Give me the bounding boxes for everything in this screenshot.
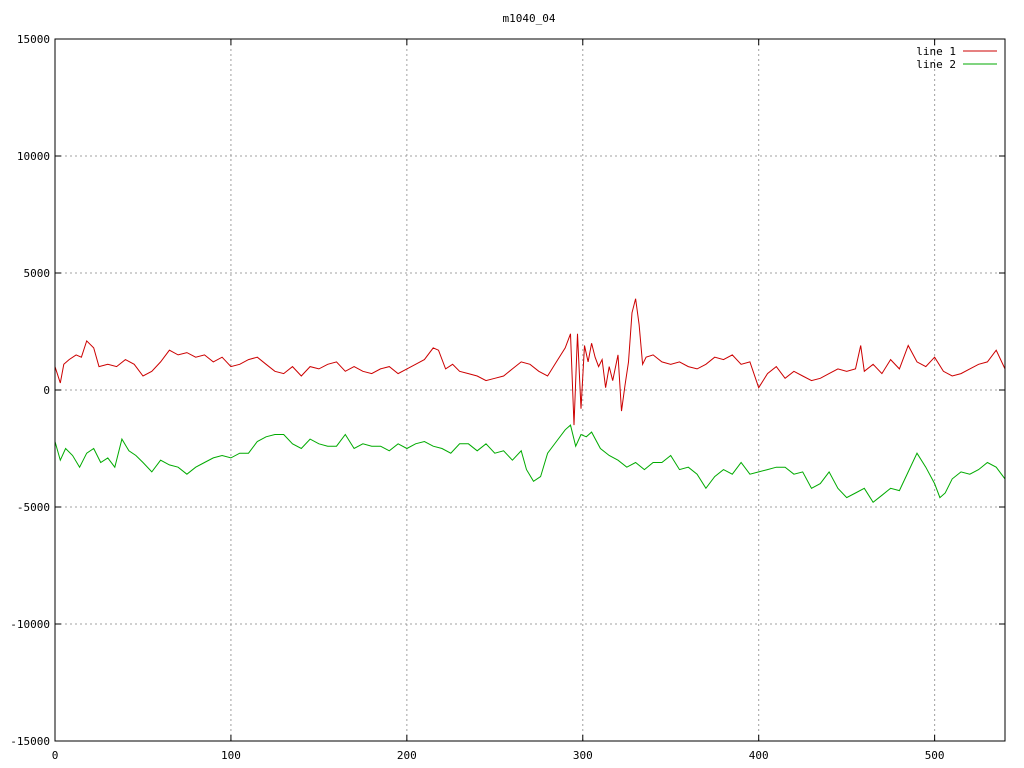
- y-tick-label: 15000: [17, 33, 50, 46]
- x-tick-label: 0: [52, 749, 59, 762]
- series-line-1: [54, 298, 1006, 426]
- grid: [55, 39, 1005, 741]
- y-tick-label: -15000: [10, 735, 50, 748]
- y-tick-label: 10000: [17, 150, 50, 163]
- x-tick-label: 400: [749, 749, 769, 762]
- x-tick-label: 200: [397, 749, 417, 762]
- y-tick-label: -5000: [17, 501, 50, 514]
- x-tick-label: 100: [221, 749, 241, 762]
- series-line-2: [54, 424, 1006, 504]
- y-tick-label: 5000: [24, 267, 51, 280]
- series-group: [54, 298, 1006, 504]
- x-tick-label: 300: [573, 749, 593, 762]
- y-tick-label: -10000: [10, 618, 50, 631]
- x-tick-label: 500: [925, 749, 945, 762]
- y-tick-label: 0: [43, 384, 50, 397]
- legend-label-1: line 1: [916, 45, 956, 58]
- ticks: 0 100 200 300 400 500 -15000 -10000 -5000 0 5000 10…: [10, 33, 1005, 762]
- chart-title: m1040_04: [503, 12, 556, 25]
- legend-label-2: line 2: [916, 58, 956, 71]
